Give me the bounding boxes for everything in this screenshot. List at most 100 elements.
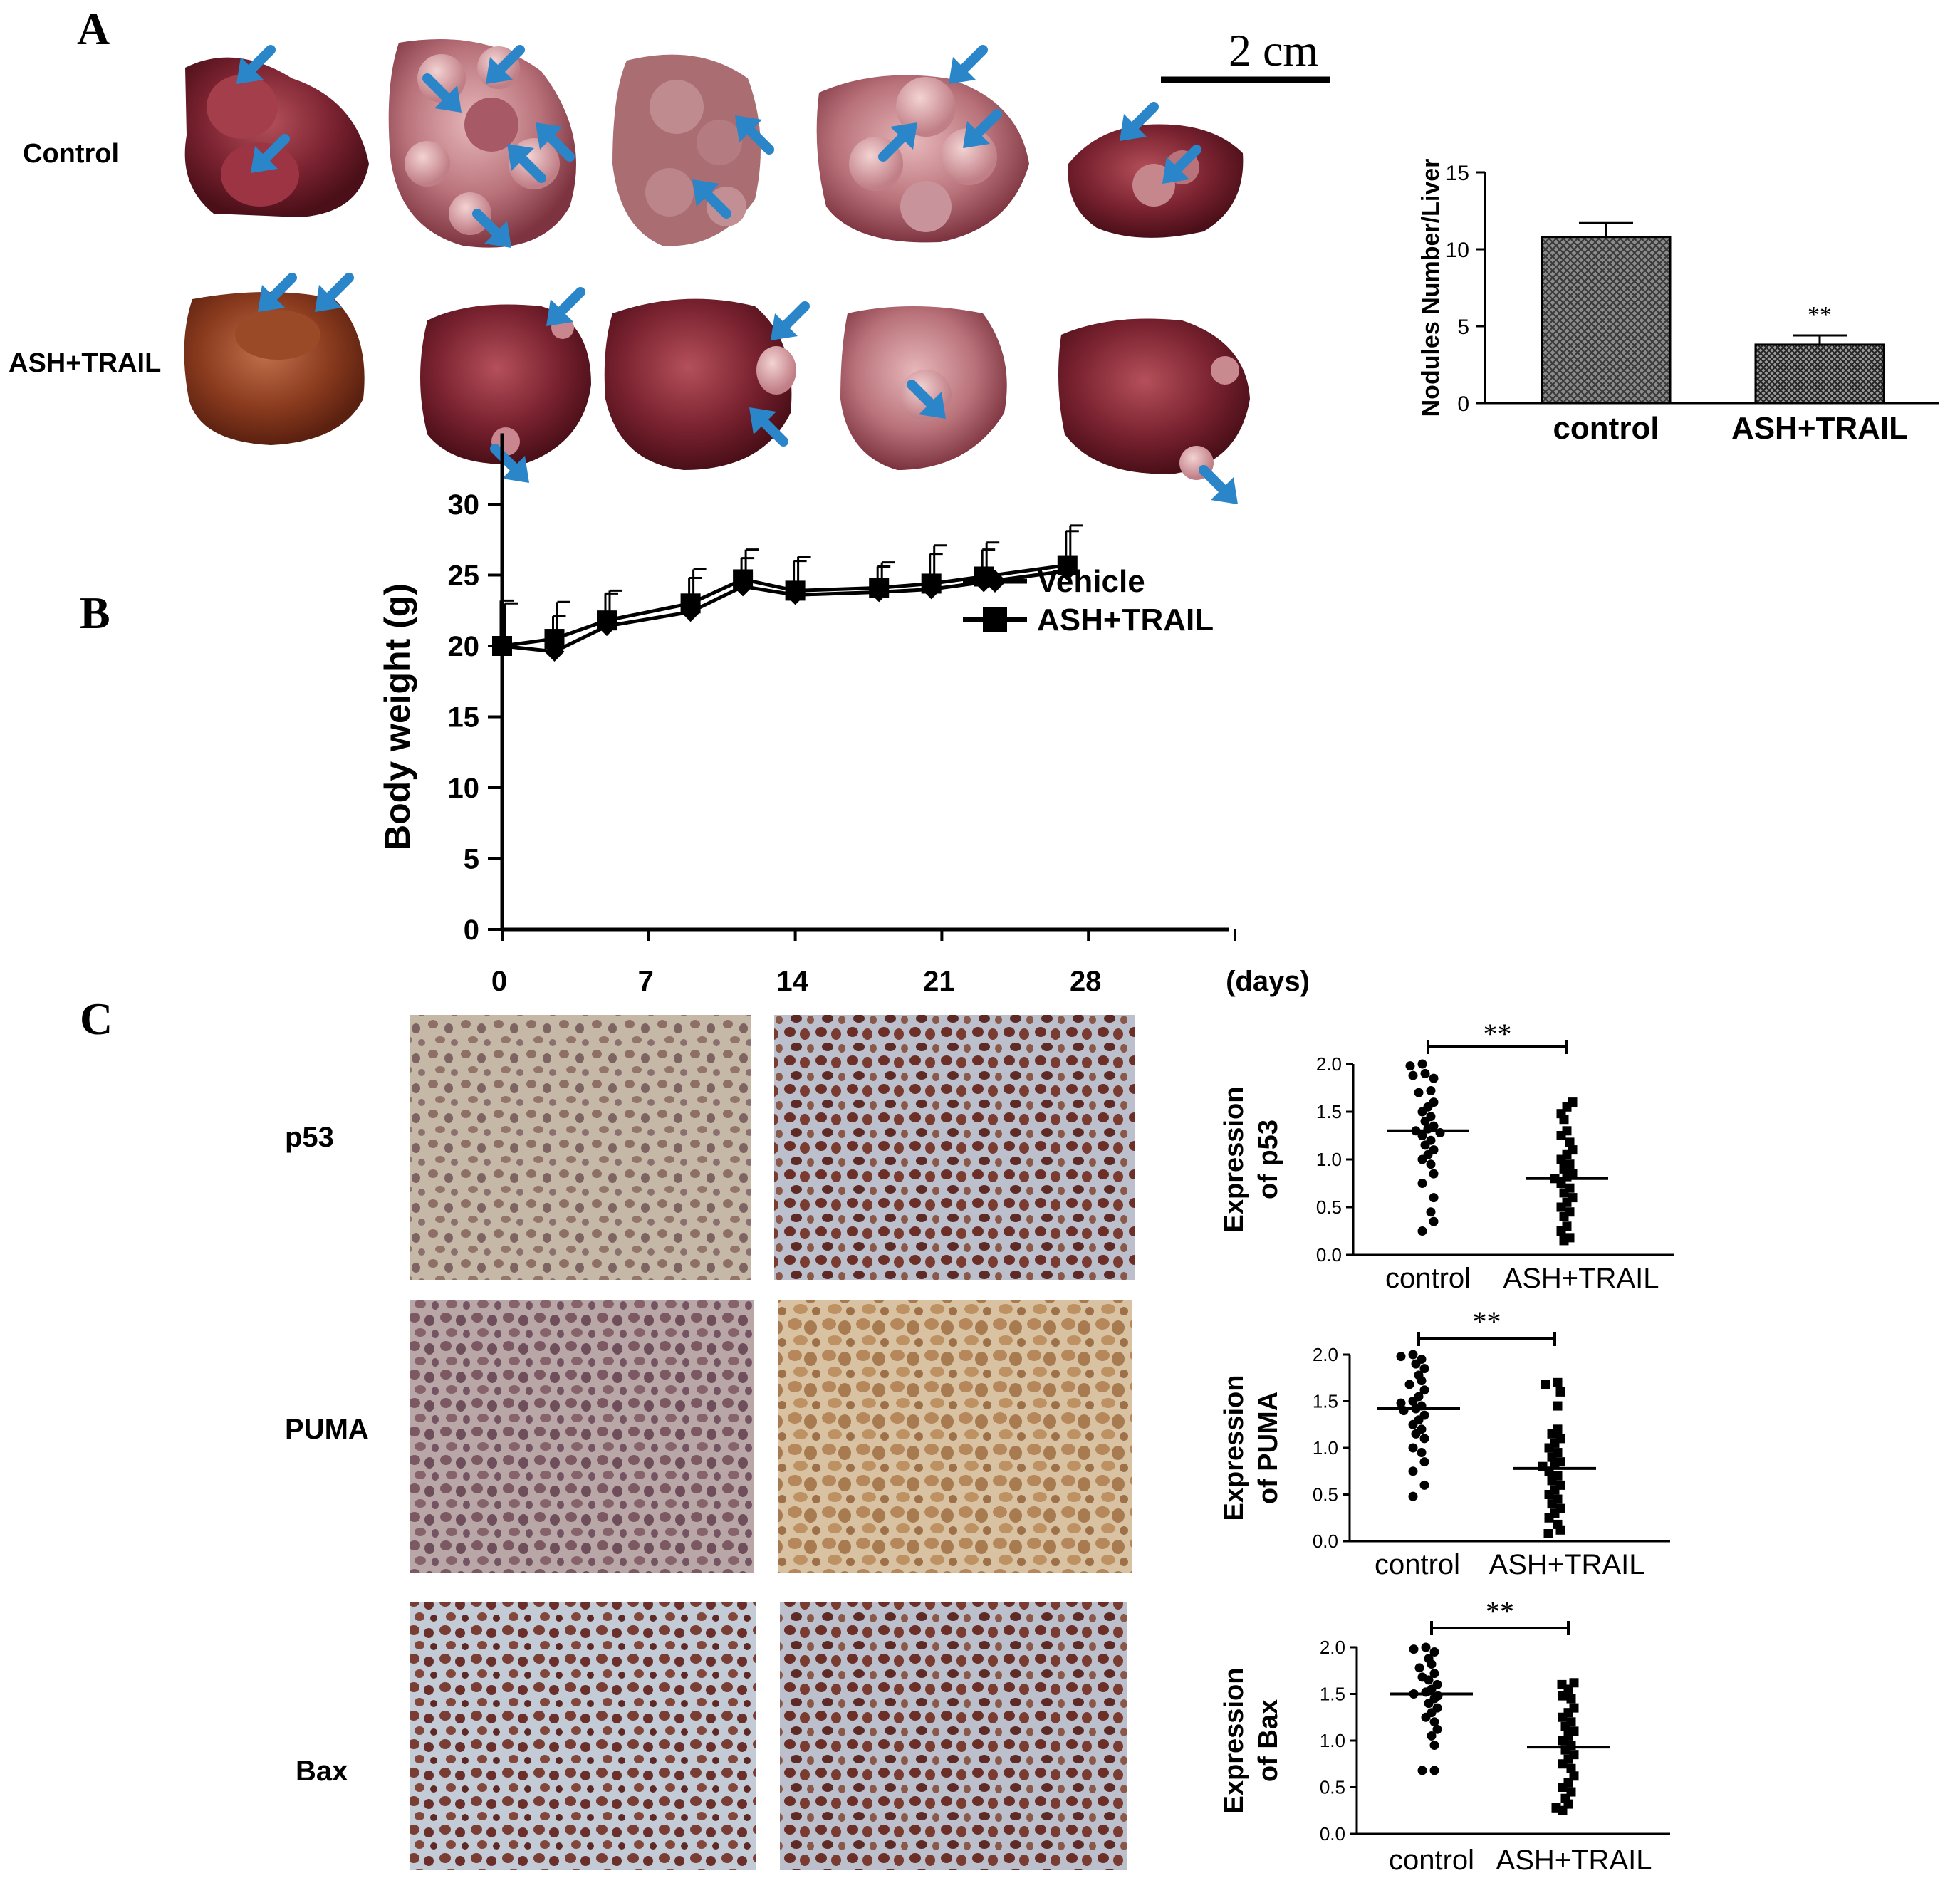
y-tick-label: 0.0 <box>1316 1244 1342 1266</box>
data-point-square <box>1556 1226 1566 1236</box>
data-point-circle <box>1429 1169 1439 1179</box>
y-tick-label: 1.0 <box>1313 1437 1338 1459</box>
legend-marker-diamond <box>984 570 1006 593</box>
data-point-circle <box>1419 1434 1429 1444</box>
arrow-icon <box>258 273 297 312</box>
significance-label: ** <box>1473 1305 1501 1337</box>
arrow-icon <box>735 115 774 155</box>
ihc-bax-control <box>410 1602 756 1870</box>
liver-photo-treated-4 <box>840 306 1007 470</box>
data-point-circle <box>1396 1398 1406 1408</box>
point-square <box>492 636 512 656</box>
data-point-square <box>1547 1476 1557 1486</box>
data-point-square <box>1559 1188 1569 1198</box>
arrow-head <box>315 285 342 312</box>
arrow-icon <box>1199 465 1238 504</box>
y-tick-label: 1.0 <box>1320 1730 1345 1751</box>
bar <box>1541 236 1672 405</box>
arrow-icon <box>1120 102 1159 141</box>
data-point-square <box>1553 1377 1563 1387</box>
data-point-square <box>1558 1736 1568 1746</box>
liver-photo-control-3 <box>612 54 761 246</box>
x-tick-label: control <box>1385 1263 1471 1294</box>
data-point-square <box>1559 1211 1569 1221</box>
y-tick-label: 2.0 <box>1316 1053 1342 1075</box>
arrow-icon <box>251 134 290 173</box>
arrow-head <box>507 144 534 171</box>
data-point-square <box>1566 1694 1576 1704</box>
data-point-square <box>1547 1452 1557 1462</box>
arrow-head <box>258 285 285 312</box>
arrow-icon <box>963 109 1002 148</box>
scatter-chart-puma: 0.0 0.5 1.0 1.5 2.0 Expression of PUMA control A… <box>1219 1305 1670 1580</box>
data-point-square <box>1560 1721 1570 1731</box>
row-label-ash-trail: ASH+TRAIL <box>9 348 161 378</box>
arrow-icon <box>1162 145 1201 184</box>
data-point-circle <box>1408 1070 1418 1080</box>
y-tick-label: 10 <box>1446 239 1469 262</box>
arrow-icon <box>507 144 546 183</box>
data-point-circle <box>1408 1443 1418 1453</box>
data-point-circle <box>1417 1448 1427 1458</box>
y-tick-label: 0.0 <box>1313 1530 1338 1552</box>
scatter-chart-bax: 0.0 0.5 1.0 1.5 2.0 Expression of Bax control AS… <box>1219 1595 1670 1876</box>
bar <box>1754 343 1885 405</box>
y-tick-label: 0.5 <box>1320 1777 1345 1798</box>
arrow-icon <box>490 444 529 483</box>
y-tick-label: 2.0 <box>1320 1637 1345 1658</box>
data-point-square <box>1547 1499 1557 1509</box>
y-tick-label: 0 <box>464 914 479 946</box>
y-axis-label: Expression <box>1219 1375 1249 1521</box>
data-point-circle <box>1424 1675 1434 1685</box>
arrow-head <box>771 313 798 340</box>
arrow-icon <box>771 301 810 340</box>
arrow-head <box>484 221 511 248</box>
point-square <box>869 578 890 598</box>
y-tick-label: 5 <box>464 844 479 875</box>
data-point-square <box>1556 1202 1566 1212</box>
data-point-square <box>1553 1401 1563 1411</box>
data-point-square <box>1555 1525 1565 1535</box>
arrow-icon <box>315 273 354 312</box>
legend-label: Vehicle <box>1037 564 1145 599</box>
data-point-circle <box>1429 1647 1439 1657</box>
y-tick-label: 0.5 <box>1313 1484 1338 1506</box>
arrow-head <box>1211 477 1238 504</box>
data-point-circle <box>1427 1731 1437 1741</box>
arrow-icon <box>486 45 525 84</box>
arrow-icon <box>949 45 988 84</box>
liver-photo-control-5 <box>1068 124 1244 238</box>
data-point-circle <box>1419 1364 1429 1374</box>
data-point-square <box>1559 1115 1569 1125</box>
row-label-bax: Bax <box>296 1756 348 1787</box>
x-tick-label: 21 <box>923 966 955 997</box>
y-axis-label: Expression <box>1219 1668 1249 1814</box>
data-point-circle <box>1424 1699 1434 1709</box>
point-square <box>544 629 565 650</box>
arrow-head <box>949 57 976 84</box>
y-tick-label: 0 <box>1457 392 1469 416</box>
y-tick-label: 2.0 <box>1313 1344 1338 1365</box>
arrow-head <box>236 57 264 84</box>
arrow-icon <box>536 122 575 162</box>
data-point-circle <box>1411 1429 1421 1439</box>
liver-photo-treated-2 <box>420 304 591 464</box>
y-tick-label: 10 <box>448 773 480 804</box>
arrow-head <box>1162 157 1189 184</box>
point-square <box>785 580 806 601</box>
liver-photo-treated-5 <box>1058 318 1250 480</box>
x-tick-label: 0 <box>491 966 507 997</box>
x-tick-label: control <box>1375 1549 1460 1580</box>
x-tick-label: control <box>1553 411 1659 446</box>
data-point-circle <box>1419 1385 1429 1395</box>
y-tick-label: 0.5 <box>1316 1196 1342 1218</box>
data-point-circle <box>1421 1642 1431 1652</box>
data-point-square <box>1556 1154 1566 1164</box>
data-point-square <box>1565 1137 1575 1147</box>
liver-photo-control-1 <box>184 57 369 218</box>
arrow-icon <box>749 407 788 447</box>
data-point-circle <box>1408 1491 1418 1501</box>
data-point-square <box>1544 1513 1554 1523</box>
data-point-circle <box>1420 1068 1430 1078</box>
